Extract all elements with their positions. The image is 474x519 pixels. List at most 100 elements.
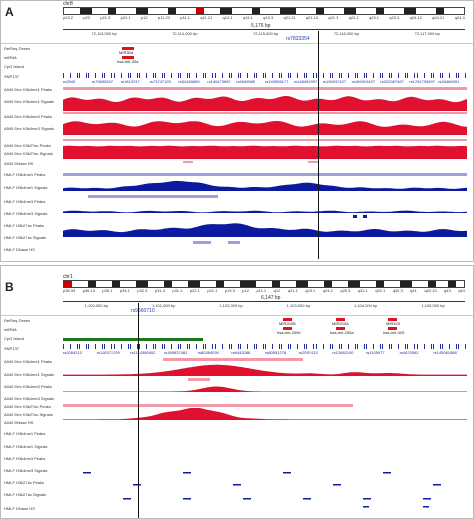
- snp-marker[interactable]: [79, 73, 81, 78]
- a549-h3k4me3-peak[interactable]: [188, 378, 210, 381]
- snp-marker[interactable]: [138, 344, 140, 349]
- snp-marker[interactable]: [178, 344, 180, 349]
- hmlf-dnase-fragment[interactable]: [363, 506, 369, 508]
- snp-marker[interactable]: [196, 73, 198, 78]
- snp-marker[interactable]: [154, 344, 156, 349]
- snp-marker[interactable]: [102, 344, 104, 349]
- track-label[interactable]: RefSeq Genes: [4, 318, 31, 323]
- snp-marker[interactable]: [228, 344, 230, 349]
- snp-marker[interactable]: [164, 344, 165, 349]
- snp-marker[interactable]: [430, 344, 432, 349]
- snp-marker[interactable]: [297, 73, 299, 78]
- track-label[interactable]: A549 Dex H3k27ac Peaks: [4, 404, 51, 409]
- snp-marker[interactable]: [161, 73, 163, 78]
- snp-marker[interactable]: [441, 73, 443, 78]
- chromosome-ideogram[interactable]: [63, 280, 465, 288]
- track-label[interactable]: miRNA: [4, 55, 17, 60]
- snp-marker[interactable]: [373, 73, 375, 78]
- track-label[interactable]: CpG Island: [4, 64, 25, 69]
- snp-marker[interactable]: [279, 73, 281, 78]
- snp-marker[interactable]: [161, 344, 163, 349]
- gene-mir200a[interactable]: [336, 318, 345, 321]
- snp-marker[interactable]: [136, 344, 138, 349]
- track-label[interactable]: HMLF H3k27ac Signals: [4, 492, 47, 497]
- hmlf-signal-fragment[interactable]: [243, 498, 251, 500]
- snp-marker[interactable]: [338, 73, 340, 78]
- snp-marker[interactable]: [356, 73, 358, 78]
- snp-marker[interactable]: [405, 73, 407, 78]
- snp-marker[interactable]: [354, 344, 356, 349]
- hmlf-signal-fragment[interactable]: [183, 472, 191, 474]
- snp-marker[interactable]: [391, 73, 393, 78]
- snp-marker[interactable]: [366, 344, 367, 349]
- hmlf-h3k27ac-peak[interactable]: [353, 215, 357, 218]
- snp-marker[interactable]: [111, 344, 113, 349]
- snp-marker[interactable]: [86, 73, 88, 78]
- snp-marker[interactable]: [382, 73, 384, 78]
- snp-marker[interactable]: [262, 344, 264, 349]
- a549-h3k4me3-signal[interactable]: [63, 121, 467, 135]
- snp-marker[interactable]: [239, 344, 241, 349]
- hmlf-signal-fragment[interactable]: [383, 472, 391, 474]
- snp-marker[interactable]: [255, 73, 257, 78]
- hmlf-signal-fragment[interactable]: [423, 498, 431, 500]
- snp-marker[interactable]: [102, 73, 104, 78]
- snp-marker[interactable]: [136, 73, 138, 78]
- track-label[interactable]: SNP137: [4, 74, 19, 79]
- track-label[interactable]: SNP137: [4, 346, 19, 351]
- a549-h3k27ac-signal[interactable]: [63, 145, 467, 159]
- snp-marker[interactable]: [363, 73, 365, 78]
- snp-marker[interactable]: [315, 344, 317, 349]
- snp-marker[interactable]: [306, 73, 308, 78]
- snp-marker[interactable]: [430, 73, 432, 78]
- mirna-hsa-mir-200b[interactable]: [283, 327, 292, 330]
- snp-marker[interactable]: [416, 344, 418, 349]
- snp-marker[interactable]: [441, 344, 443, 349]
- track-label[interactable]: CpG Island: [4, 336, 25, 341]
- hmlf-dnase-peak[interactable]: [228, 241, 240, 244]
- snp-marker[interactable]: [205, 344, 207, 349]
- snp-marker[interactable]: [138, 73, 140, 78]
- chromosome-ideogram[interactable]: [63, 7, 465, 15]
- snp-marker[interactable]: [239, 73, 241, 78]
- snp-marker[interactable]: [373, 344, 375, 349]
- track-label[interactable]: HMLF H3k4me1 Signals: [4, 185, 48, 190]
- track-label[interactable]: RefSeq Genes: [4, 46, 31, 51]
- snp-marker[interactable]: [297, 344, 299, 349]
- snp-marker[interactable]: [228, 73, 230, 78]
- snp-marker[interactable]: [189, 73, 191, 78]
- a549-h3k4me3-peak[interactable]: [63, 112, 467, 114]
- snp-marker[interactable]: [366, 73, 367, 78]
- track-label[interactable]: A549 Dex H3k4me1 Signals: [4, 372, 55, 377]
- snp-marker[interactable]: [63, 73, 64, 78]
- snp-marker[interactable]: [221, 344, 223, 349]
- snp-marker[interactable]: [95, 344, 97, 349]
- snp-marker[interactable]: [230, 73, 232, 78]
- snp-marker[interactable]: [88, 344, 90, 349]
- snp-marker[interactable]: [214, 73, 216, 78]
- snp-marker[interactable]: [70, 73, 72, 78]
- snp-marker[interactable]: [178, 73, 180, 78]
- snp-marker[interactable]: [145, 73, 147, 78]
- snp-marker[interactable]: [212, 73, 214, 78]
- snp-marker[interactable]: [113, 73, 115, 78]
- snp-marker[interactable]: [464, 344, 466, 349]
- snp-marker[interactable]: [221, 73, 223, 78]
- snp-marker[interactable]: [304, 73, 306, 78]
- snp-marker[interactable]: [127, 344, 129, 349]
- snp-marker[interactable]: [347, 73, 349, 78]
- snp-marker[interactable]: [455, 73, 457, 78]
- track-label[interactable]: HMLF H3k27ac Signals: [4, 235, 47, 240]
- snp-marker[interactable]: [448, 344, 450, 349]
- snp-marker[interactable]: [253, 73, 255, 78]
- hmlf-h3k4me3-signal[interactable]: [63, 210, 467, 213]
- snp-marker[interactable]: [281, 73, 283, 78]
- snp-marker[interactable]: [113, 344, 115, 349]
- track-label[interactable]: HMLF H3k4me3 Peaks: [4, 456, 46, 461]
- snp-marker[interactable]: [63, 344, 64, 349]
- hmlf-signal-fragment[interactable]: [123, 498, 131, 500]
- snp-marker[interactable]: [203, 73, 205, 78]
- track-label[interactable]: HMLF H3k4me3 Signals: [4, 211, 48, 216]
- a549-h3k4me1-peak[interactable]: [63, 87, 467, 90]
- gene-mir200b[interactable]: [283, 318, 292, 321]
